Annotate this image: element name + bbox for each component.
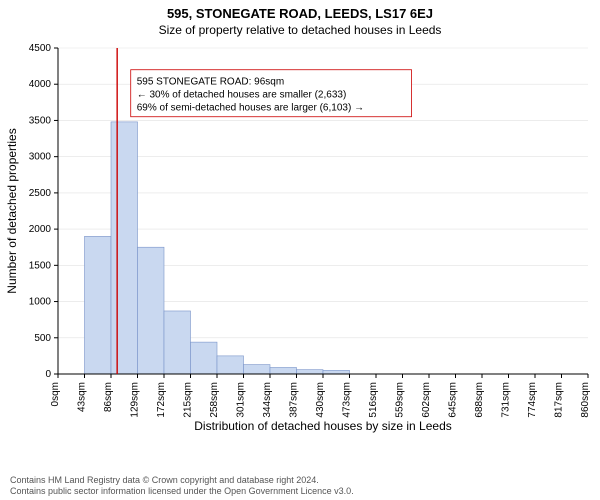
histogram-bar [138, 247, 165, 374]
svg-text:602sqm: 602sqm [421, 382, 432, 418]
svg-text:4500: 4500 [29, 43, 52, 54]
svg-text:559sqm: 559sqm [395, 382, 406, 418]
svg-text:2000: 2000 [29, 224, 52, 235]
svg-text:430sqm: 430sqm [315, 382, 326, 418]
page-subtitle: Size of property relative to detached ho… [0, 21, 600, 37]
annotation-line: 595 STONEGATE ROAD: 96sqm [137, 77, 284, 88]
svg-text:4000: 4000 [29, 79, 52, 90]
svg-text:301sqm: 301sqm [236, 382, 247, 418]
svg-text:774sqm: 774sqm [527, 382, 538, 418]
annotation-box: 595 STONEGATE ROAD: 96sqm ← 30% of detach… [131, 70, 412, 117]
histogram-bar [297, 370, 324, 374]
svg-text:2500: 2500 [29, 188, 52, 199]
y-axis-label: Number of detached properties [5, 128, 19, 293]
histogram-bar [244, 365, 271, 374]
svg-text:1000: 1000 [29, 297, 52, 308]
svg-text:516sqm: 516sqm [368, 382, 379, 418]
histogram-bar [270, 367, 297, 374]
histogram-bar [85, 236, 112, 374]
histogram-bar [217, 356, 244, 374]
svg-text:0: 0 [45, 369, 51, 380]
svg-text:86sqm: 86sqm [103, 382, 114, 412]
svg-text:172sqm: 172sqm [156, 382, 167, 418]
annotation-line: ← 30% of detached houses are smaller (2,… [137, 90, 347, 101]
footer-line-1: Contains HM Land Registry data © Crown c… [10, 475, 590, 486]
footer-attribution: Contains HM Land Registry data © Crown c… [10, 475, 590, 498]
svg-text:215sqm: 215sqm [183, 382, 194, 418]
svg-text:387sqm: 387sqm [289, 382, 300, 418]
x-axis-title: Distribution of detached houses by size … [194, 419, 452, 433]
svg-text:0sqm: 0sqm [50, 382, 61, 406]
annotation-line: 69% of semi-detached houses are larger (… [137, 103, 364, 114]
histogram-bar [164, 311, 191, 374]
svg-text:500: 500 [34, 333, 51, 344]
histogram-bar [191, 342, 218, 374]
svg-text:129sqm: 129sqm [130, 382, 141, 418]
svg-text:258sqm: 258sqm [209, 382, 220, 418]
svg-text:1500: 1500 [29, 260, 52, 271]
svg-text:860sqm: 860sqm [580, 382, 591, 418]
footer-line-2: Contains public sector information licen… [10, 486, 590, 497]
svg-text:688sqm: 688sqm [474, 382, 485, 418]
svg-text:344sqm: 344sqm [262, 382, 273, 418]
histogram-bar [323, 370, 350, 374]
svg-text:3000: 3000 [29, 152, 52, 163]
page-title: 595, STONEGATE ROAD, LEEDS, LS17 6EJ [0, 0, 600, 21]
svg-text:817sqm: 817sqm [554, 382, 565, 418]
histogram-bar [111, 122, 138, 374]
svg-text:473sqm: 473sqm [342, 382, 353, 418]
histogram-chart: 0 500 1000 1500 2000 2500 3000 3500 4000 4500 0sqm… [0, 42, 600, 462]
svg-text:731sqm: 731sqm [501, 382, 512, 418]
svg-text:645sqm: 645sqm [448, 382, 459, 418]
svg-text:43sqm: 43sqm [77, 382, 88, 412]
svg-text:3500: 3500 [29, 115, 52, 126]
